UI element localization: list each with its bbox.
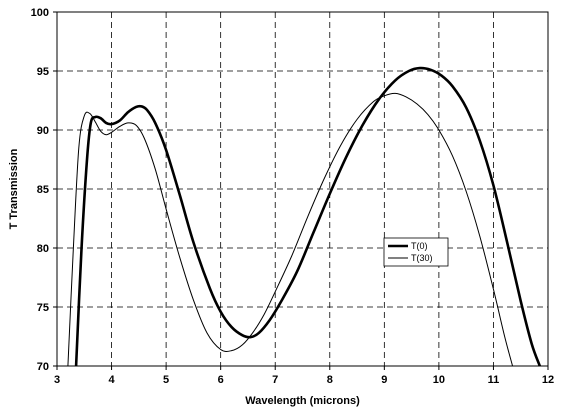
x-tick-label: 4 <box>108 374 115 386</box>
legend-label-t30: T(30) <box>411 253 433 263</box>
y-axis-ticks: 70 75 80 85 90 95 100 <box>31 7 57 373</box>
series-lines <box>67 66 542 366</box>
x-tick-label: 11 <box>488 374 500 386</box>
y-tick-label: 75 <box>37 302 49 314</box>
x-tick-label: 12 <box>542 374 554 386</box>
x-tick-label: 6 <box>218 374 224 386</box>
x-tick-label: 9 <box>381 374 387 386</box>
x-tick-label: 8 <box>327 374 333 386</box>
x-tick-label: 3 <box>54 374 60 386</box>
x-tick-label: 7 <box>272 374 278 386</box>
y-axis-label: T Transmission <box>8 148 20 229</box>
grid-lines <box>57 12 548 366</box>
legend-box <box>383 237 449 267</box>
y-tick-label: 100 <box>31 7 49 19</box>
x-tick-label: 5 <box>163 374 169 386</box>
y-tick-label: 90 <box>37 125 49 137</box>
y-tick-label: 80 <box>37 243 49 255</box>
y-tick-label: 85 <box>37 184 49 196</box>
legend-label-t0: T(0) <box>411 241 428 251</box>
y-tick-label: 95 <box>37 66 49 78</box>
legend: T(0) T(30) <box>383 237 449 267</box>
series-line-0 <box>74 66 542 366</box>
series-line-1 <box>67 92 514 366</box>
x-axis-ticks: 3 4 5 6 7 8 9 10 11 12 <box>54 366 554 386</box>
y-tick-label: 70 <box>37 361 49 373</box>
x-axis-label: Wavelength (microns) <box>245 395 360 407</box>
x-tick-label: 10 <box>433 374 445 386</box>
